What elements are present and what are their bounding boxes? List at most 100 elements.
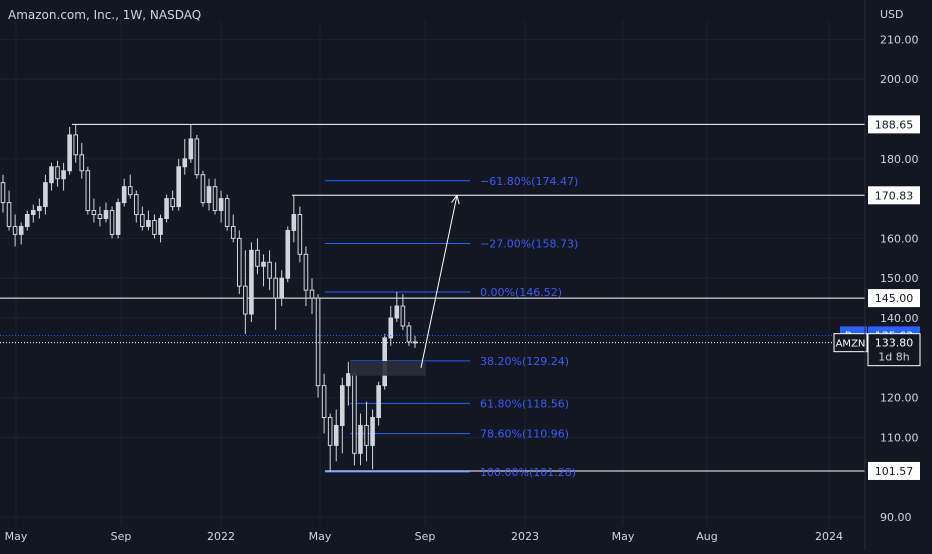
- candle-body: [212, 186, 218, 212]
- x-tick-label: May: [5, 530, 28, 543]
- candle-body: [352, 373, 357, 454]
- candle-body: [49, 166, 54, 184]
- arrow-head: [451, 194, 460, 205]
- candle-body: [67, 134, 72, 172]
- y-tick-label: 110.00: [880, 431, 919, 444]
- candle-body: [170, 198, 175, 208]
- candle-body: [358, 424, 363, 454]
- candle-body: [43, 182, 48, 208]
- candle-body: [327, 417, 333, 446]
- candle-body: [0, 182, 6, 204]
- candle-body: [230, 225, 236, 239]
- candle-body: [121, 186, 127, 204]
- candle-body: [315, 297, 321, 387]
- horizontal-levels: [0, 123, 865, 472]
- candle-body: [91, 210, 97, 216]
- candle-body: [297, 214, 303, 255]
- candle-body: [37, 206, 42, 212]
- candle-body: [218, 198, 224, 212]
- candle-body: [279, 277, 285, 299]
- candle-body: [200, 174, 206, 204]
- candle-body: [158, 218, 163, 235]
- x-tick-label: Sep: [415, 530, 436, 543]
- candle-body: [236, 237, 242, 287]
- fib-label: −61.80%(174.47): [480, 175, 578, 188]
- demand-zone: [350, 360, 426, 376]
- candle-body: [267, 261, 272, 279]
- candle-body: [109, 210, 115, 235]
- candle-body: [176, 166, 182, 208]
- y-tick-label: 150.00: [880, 272, 919, 285]
- candle-body: [303, 253, 309, 291]
- candle-body: [152, 219, 157, 235]
- candle-body: [285, 229, 291, 279]
- candle-body: [406, 325, 412, 343]
- candle-body: [309, 289, 315, 299]
- symbol-badge: [833, 333, 868, 353]
- candle-body: [206, 186, 212, 204]
- candle-body: [339, 385, 345, 426]
- fib-label: 0.00%(146.52): [480, 286, 562, 299]
- candle-body: [194, 138, 200, 176]
- fib-label: 38.20%(129.24): [480, 355, 569, 368]
- chart-title: Amazon.com, Inc., 1W, NASDAQ: [8, 8, 202, 22]
- level-price-label: 188.65: [875, 118, 914, 131]
- y-tick-label: 160.00: [880, 232, 919, 245]
- candle-body: [224, 198, 230, 227]
- symbol-badge-label: AMZN: [836, 339, 866, 350]
- candle-body: [255, 249, 260, 267]
- annotations: [0, 194, 865, 376]
- candle-body: [61, 170, 66, 180]
- candle-body: [73, 134, 79, 156]
- candle-body: [164, 198, 169, 220]
- candle-body: [146, 219, 151, 227]
- candle-body: [388, 317, 394, 339]
- candle-body: [364, 424, 369, 446]
- x-tick-label: 2023: [511, 530, 539, 543]
- y-tick-label: 200.00: [880, 73, 919, 86]
- level-price-label: 101.57: [875, 465, 914, 478]
- x-tick-label: 2022: [207, 530, 235, 543]
- y-tick-label: 180.00: [880, 153, 919, 166]
- y-tick-label: 140.00: [880, 312, 919, 325]
- x-tick-label: 2024: [815, 530, 843, 543]
- arrow-shaft: [420, 195, 458, 368]
- candle-body: [103, 210, 109, 219]
- grid: [0, 20, 865, 525]
- candle-body: [182, 158, 188, 168]
- x-tick-label: Sep: [111, 530, 132, 543]
- candle-body: [79, 154, 85, 172]
- candle-body: [291, 214, 297, 231]
- candle-body: [243, 285, 248, 315]
- candle-body: [261, 261, 266, 267]
- candle-body: [188, 138, 194, 160]
- candle-body: [370, 417, 375, 446]
- candle-body: [85, 170, 91, 212]
- candle-body: [97, 214, 103, 220]
- x-tick-label: May: [612, 530, 635, 543]
- last-price-label: 133.80: [875, 337, 914, 350]
- candle-body: [273, 277, 278, 299]
- fib-label: 100.00%(101.28): [480, 466, 576, 479]
- y-tick-label: 210.00: [880, 33, 919, 46]
- level-price-tag: [868, 115, 920, 134]
- candle-body: [24, 214, 30, 227]
- price-axis: 90.00 110.00 120.00 140.00 150.00 160.00 180.0…: [833, 0, 921, 550]
- fibonacci-levels: −61.80%(174.47) −27.00%(158.73) 0.00%(146.…: [325, 175, 578, 479]
- level-price-label: 145.00: [875, 292, 914, 305]
- level-price-label: 170.83: [875, 189, 914, 202]
- candle-body: [12, 225, 18, 235]
- candle-body: [249, 249, 254, 315]
- candle-body: [127, 186, 133, 196]
- y-tick-label: 120.00: [880, 392, 919, 405]
- candle-body: [133, 194, 139, 216]
- candle-body: [140, 214, 145, 227]
- candle-body: [30, 210, 36, 216]
- candle-body: [6, 202, 12, 227]
- candle-body: [376, 385, 381, 419]
- candle-body: [55, 166, 60, 180]
- candle-body: [115, 202, 121, 235]
- level-price-tag: [868, 461, 920, 480]
